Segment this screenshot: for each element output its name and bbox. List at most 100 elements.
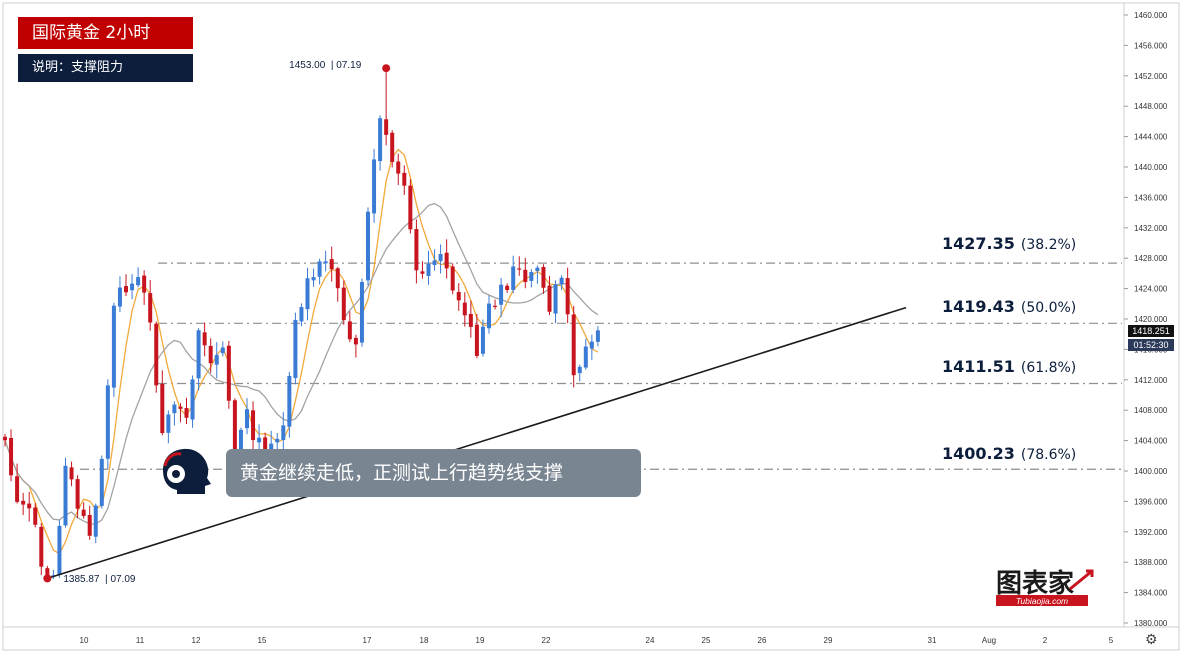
price-tick-label: 1440.000 [1134,163,1168,172]
candle-body [493,305,498,308]
candle-body [517,268,522,270]
time-tick-label: 25 [702,636,711,645]
candle-body [21,500,26,505]
candle-body [402,172,407,186]
candle-body [57,525,62,576]
uptrend-line[interactable] [47,306,907,580]
candle-body [420,271,425,274]
candle-body [124,286,128,293]
time-tick-label: 26 [758,636,767,645]
candle-body [142,275,147,293]
candle-body [595,330,600,342]
price-tick-label: 1412.000 [1134,376,1168,385]
candle-body [589,341,594,349]
candle-body [353,337,358,345]
candle-body [311,277,316,281]
candle-body [547,285,552,312]
time-tick-label: 17 [363,636,372,645]
fib-level-382-label: 1427.35 (38.2%) [942,234,1077,253]
time-tick-label: 29 [824,636,833,645]
candle-body [154,323,159,386]
candle-body [15,476,20,502]
candle-body [523,269,528,283]
price-tick-label: 1424.000 [1134,285,1168,294]
candle-body [105,385,110,459]
brand-logo-url: Tubiaojia.com [1016,596,1068,606]
candle-body [93,505,98,537]
candle-body [559,277,564,285]
swing-low-label: 1385.87 | 07.09 [63,574,136,585]
candle-body [160,383,165,434]
price-tick-label: 1388.000 [1134,558,1168,567]
candle-body [414,229,419,271]
candle-body [27,503,32,509]
candle-body [263,437,268,451]
price-tick-label: 1384.000 [1134,589,1168,598]
brand-logo-text: 图表家 [996,568,1074,599]
candle-body [87,514,92,536]
trendline-layer [43,64,907,583]
candle-body [583,346,588,368]
candle-body [136,277,141,286]
candle-body [553,284,558,314]
candle-body [33,507,38,525]
price-tick-label: 1456.000 [1134,41,1168,50]
candle-body [408,185,413,230]
candle-body [305,278,310,310]
candle-body [226,345,231,401]
time-tick-label: 22 [542,636,551,645]
candle-body [196,330,201,379]
candle-body [426,263,431,276]
candle-body [323,261,328,264]
price-tick-label: 1400.000 [1134,467,1168,476]
chart-subtitle: 说明：支撑阻力 [18,54,193,82]
candle-body [480,326,485,354]
current-price-tag: 1418.251 [1128,325,1174,337]
swing-high-label: 1453.00 | 07.19 [289,60,362,71]
candle-body [275,438,280,443]
candle-body [190,379,195,420]
candle-body [130,283,135,291]
candle-body [238,429,243,454]
candle-body [299,307,304,322]
candle-body [444,252,449,269]
price-tick-label: 1404.000 [1134,437,1168,446]
candle-body [251,410,256,441]
candle-body [571,314,576,376]
candle-body [117,287,122,307]
brand-logo: 图表家 Tubiaojia.com [996,568,1094,606]
candle-body [487,303,491,329]
candle-body [69,467,74,480]
time-tick-label: 24 [646,636,655,645]
candle-body [45,568,50,577]
time-tick-label: 19 [476,636,485,645]
time-tick-label: 2 [1043,636,1048,645]
analyst-avatar-icon [163,448,211,494]
candle-body [329,259,334,270]
price-tick-label: 1444.000 [1134,133,1168,142]
settings-gear-icon[interactable]: ⚙ [1145,631,1158,647]
price-tick-label: 1380.000 [1134,619,1168,628]
candle-body [535,267,540,271]
candle-body [341,287,346,320]
candle-body [81,509,86,517]
candle-body [359,282,364,343]
candle-body [166,414,171,433]
candle-body [184,408,189,418]
candle-body [9,437,14,476]
candle-body [317,261,322,277]
candle-body [511,266,516,290]
price-tick-label: 1436.000 [1134,193,1168,202]
candle-body [335,268,340,289]
candle-body [3,436,7,441]
analysis-callout: 黄金继续走低，正测试上行趋势线支撑 [226,449,641,497]
candle-body [257,437,262,443]
candle-body [63,465,68,526]
candle-body [372,159,377,214]
candle-body [384,119,389,135]
candle-body [172,404,177,414]
candle-body [366,211,370,281]
time-tick-label: 5 [1109,636,1114,645]
